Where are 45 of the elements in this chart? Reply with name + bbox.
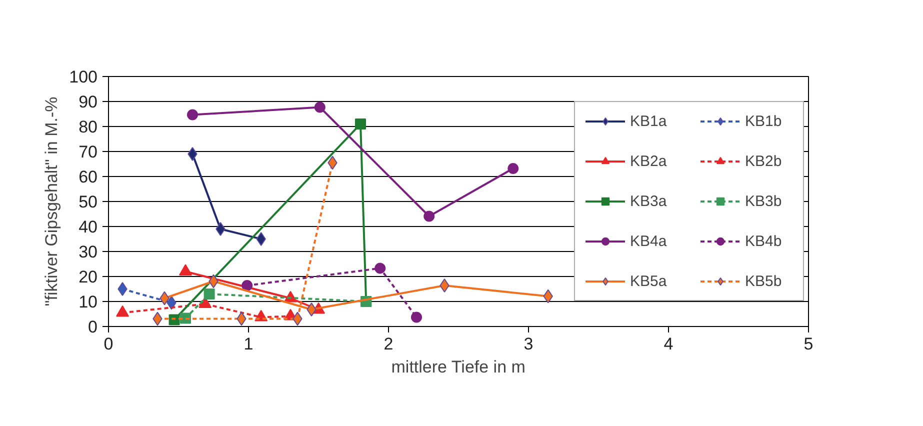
y-tick-label: 30 — [78, 242, 98, 262]
legend-label: KB1a — [630, 112, 668, 130]
point — [242, 280, 253, 291]
x-tick-label: 3 — [524, 334, 534, 354]
legend-label: KB2a — [630, 152, 668, 170]
point — [440, 278, 450, 292]
point — [424, 210, 435, 222]
point — [118, 282, 128, 296]
x-tick-label: 1 — [244, 334, 254, 354]
y-tick-label: 80 — [78, 118, 98, 136]
point — [187, 109, 198, 120]
point — [168, 314, 180, 326]
point — [204, 288, 215, 300]
point — [256, 232, 266, 246]
x-tick-label: 5 — [804, 334, 814, 354]
legend-label: KB4b — [745, 232, 783, 250]
legend-label: KB5a — [630, 272, 668, 290]
legend-label: KB3b — [745, 192, 783, 210]
y-tick-label: 10 — [78, 292, 98, 312]
point — [216, 222, 226, 236]
point — [411, 312, 422, 323]
point — [355, 118, 366, 130]
point — [508, 163, 519, 174]
y-tick-label: 0 — [88, 318, 98, 336]
y-tick-label: 20 — [78, 268, 98, 286]
y-tick-label: 70 — [78, 142, 98, 162]
y-tick-label: 50 — [78, 192, 98, 212]
x-tick-label: 4 — [664, 334, 674, 354]
y-tick-label: 90 — [78, 92, 98, 112]
point — [188, 147, 198, 161]
legend-label: KB5b — [745, 272, 783, 290]
legend-label: KB2b — [745, 152, 783, 170]
point — [306, 302, 316, 316]
y-axis-title: "fiktiver Gipsgehalt" in M.-% — [42, 96, 62, 306]
y-tick-label: 100 — [69, 68, 98, 86]
y-tick-label: 60 — [78, 168, 98, 186]
y-tick-label: 40 — [78, 218, 98, 236]
legend-label: KB3a — [630, 192, 668, 210]
point — [374, 262, 386, 274]
legend-label: KB1b — [745, 112, 783, 130]
point — [314, 102, 326, 113]
x-tick-label: 2 — [384, 334, 394, 354]
x-axis-title: mittlere Tiefe in m — [391, 358, 526, 376]
x-tick-label: 0 — [104, 334, 114, 354]
legend-label: KB4a — [630, 232, 668, 250]
